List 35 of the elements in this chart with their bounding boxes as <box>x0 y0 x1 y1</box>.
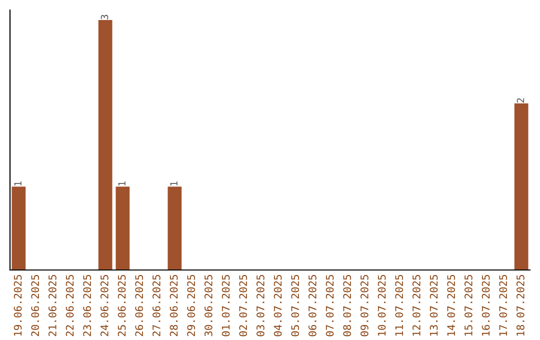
x-tick-label: 07.07.2025 <box>326 275 334 336</box>
x-tick-label: 12.07.2025 <box>412 275 420 336</box>
x-tick-label: 26.06.2025 <box>135 275 144 336</box>
x-tick-label: 25.06.2025 <box>118 275 126 336</box>
x-tick-label: 15.07.2025 <box>464 275 472 336</box>
x-tick-label: 19.06.2025 <box>14 275 22 336</box>
x-tick-label: 22.06.2025 <box>66 275 74 336</box>
x-tick-label: 02.07.2025 <box>239 275 248 336</box>
x-tick-label: 20.06.2025 <box>31 275 40 336</box>
x-tick-label: 13.07.2025 <box>430 275 438 336</box>
x-tick-label: 11.07.2025 <box>395 275 404 336</box>
x-tick-label: 09.07.2025 <box>360 275 368 336</box>
x-tick-label: 23.06.2025 <box>83 275 92 336</box>
x-tick-label: 16.07.2025 <box>482 275 490 336</box>
data-label: 3 <box>100 14 108 20</box>
x-tick-label: 29.06.2025 <box>187 275 196 336</box>
x-tick-label: 03.07.2025 <box>256 275 264 336</box>
data-label: 1 <box>118 181 126 186</box>
x-tick-label: 05.07.2025 <box>291 275 300 336</box>
x-tick-label: 10.07.2025 <box>378 275 386 336</box>
x-tick-label: 28.06.2025 <box>170 275 178 336</box>
x-tick-label: 17.07.2025 <box>499 275 508 336</box>
x-tick-label: 18.07.2025 <box>516 275 524 336</box>
x-tick-label: 27.06.2025 <box>152 275 160 336</box>
data-label: 1 <box>14 181 22 186</box>
x-tick-label: 14.07.2025 <box>447 275 456 336</box>
x-tick-label: 06.07.2025 <box>308 275 316 336</box>
x-tick-label: 08.07.2025 <box>343 275 352 336</box>
x-tick-label: 04.07.2025 <box>274 275 282 336</box>
x-tick-label: 24.06.2025 <box>100 275 108 336</box>
x-tick-label: 21.06.2025 <box>48 275 56 336</box>
x-tick-label: 30.06.2025 <box>204 275 212 336</box>
data-label: 2 <box>516 98 524 103</box>
data-label: 1 <box>170 181 178 186</box>
x-tick-label: 01.07.2025 <box>222 275 230 336</box>
